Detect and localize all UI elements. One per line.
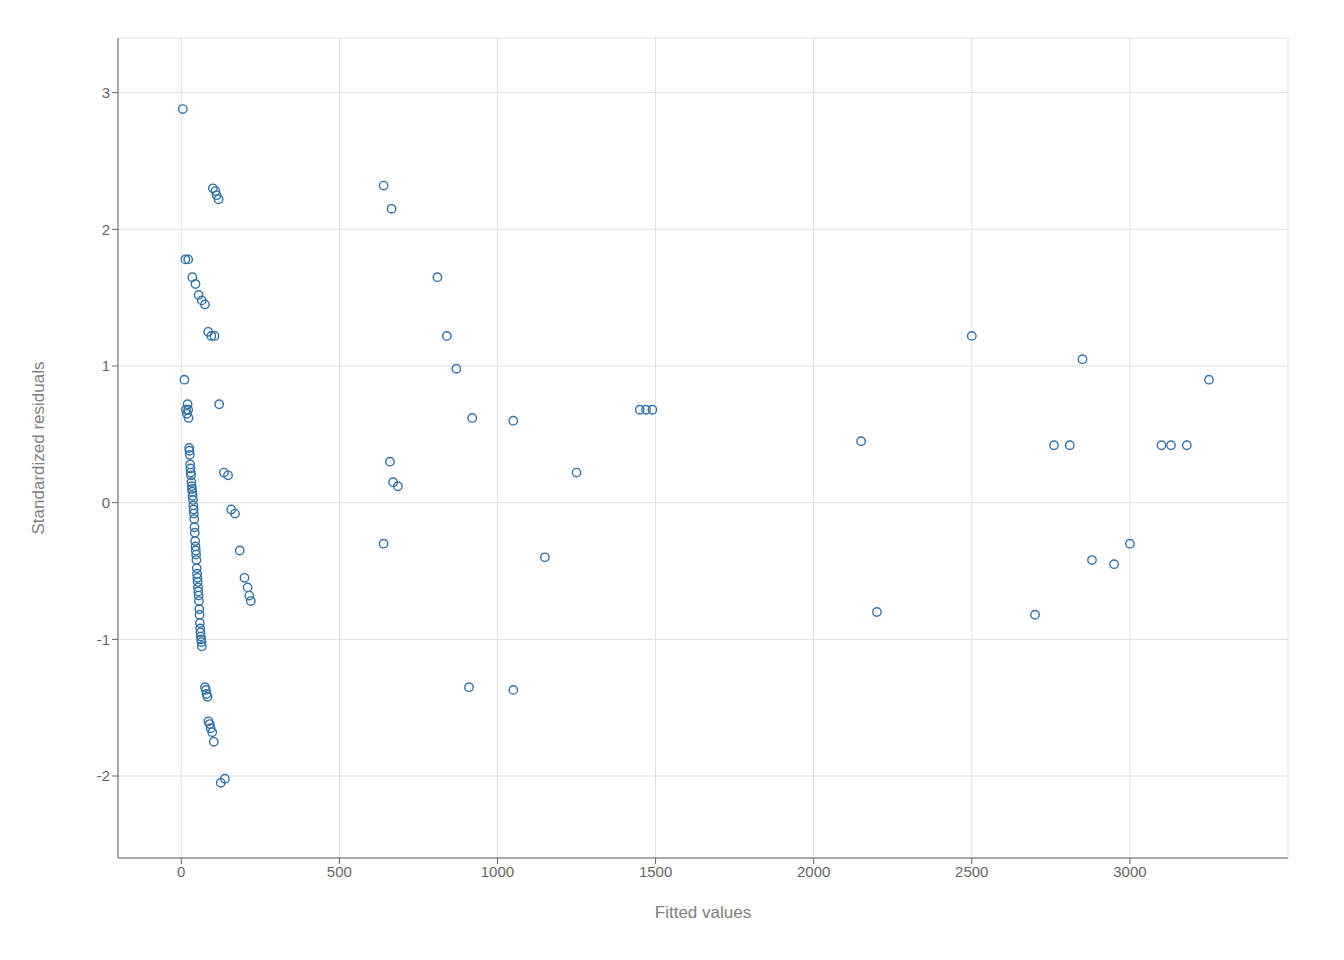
svg-text:Standardized residuals: Standardized residuals	[29, 362, 48, 535]
svg-text:1000: 1000	[481, 863, 514, 880]
svg-text:500: 500	[327, 863, 352, 880]
svg-text:3000: 3000	[1113, 863, 1146, 880]
svg-text:1500: 1500	[639, 863, 672, 880]
svg-text:0: 0	[177, 863, 185, 880]
svg-text:-2: -2	[97, 767, 110, 784]
svg-text:-1: -1	[97, 631, 110, 648]
svg-text:1: 1	[102, 357, 110, 374]
svg-text:2500: 2500	[955, 863, 988, 880]
svg-text:2: 2	[102, 221, 110, 238]
svg-text:0: 0	[102, 494, 110, 511]
svg-text:Fitted values: Fitted values	[655, 903, 751, 922]
svg-text:3: 3	[102, 84, 110, 101]
svg-text:2000: 2000	[797, 863, 830, 880]
